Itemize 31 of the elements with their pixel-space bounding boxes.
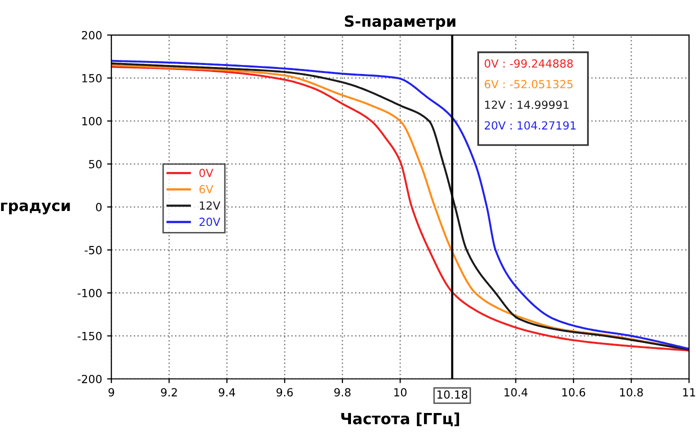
x-tick-label: 9 bbox=[108, 388, 114, 396]
legend-label: 6V bbox=[199, 185, 214, 194]
y-tick-label: 50 bbox=[89, 160, 102, 168]
x-axis-title: Частота [ГГц] bbox=[341, 412, 460, 426]
y-tick-label: 0 bbox=[96, 202, 102, 212]
legend-label: 0V bbox=[199, 168, 214, 178]
annotation: 12V : 14.99991 bbox=[485, 100, 568, 109]
y-tick-label: -100 bbox=[78, 288, 102, 298]
y-tick-label: -200 bbox=[78, 374, 102, 384]
x-tick-label: 9.6 bbox=[276, 388, 293, 396]
x-tick-label: 10.4 bbox=[504, 388, 528, 396]
x-tick-label: 10 bbox=[394, 388, 407, 396]
ref-line-label: 10.18 bbox=[438, 390, 468, 399]
x-tick-label: 9.4 bbox=[218, 388, 236, 396]
annotation: 20V : 104.27191 bbox=[484, 121, 576, 130]
legend-label: 20V bbox=[200, 218, 220, 226]
legend-label: 12V bbox=[200, 201, 220, 210]
annotation: 0V : -99.244888 bbox=[484, 59, 573, 68]
x-tick-label: 10.8 bbox=[620, 388, 643, 396]
y-tick-label: 100 bbox=[82, 116, 102, 126]
x-tick-label: 10.6 bbox=[562, 388, 586, 396]
x-tick-label: 9.2 bbox=[160, 388, 177, 396]
x-tick-label: 11 bbox=[683, 388, 696, 396]
y-tick-label: 150 bbox=[82, 74, 102, 82]
y-axis-title: градуси bbox=[1, 202, 70, 214]
y-tick-label: 200 bbox=[82, 31, 102, 40]
chart-title: S-параметри bbox=[344, 15, 456, 30]
y-tick-label: -50 bbox=[84, 246, 102, 254]
x-tick-label: 9.8 bbox=[334, 388, 351, 396]
y-tick-label: -150 bbox=[78, 332, 102, 340]
annotation: 6V : -52.051325 bbox=[484, 80, 573, 88]
